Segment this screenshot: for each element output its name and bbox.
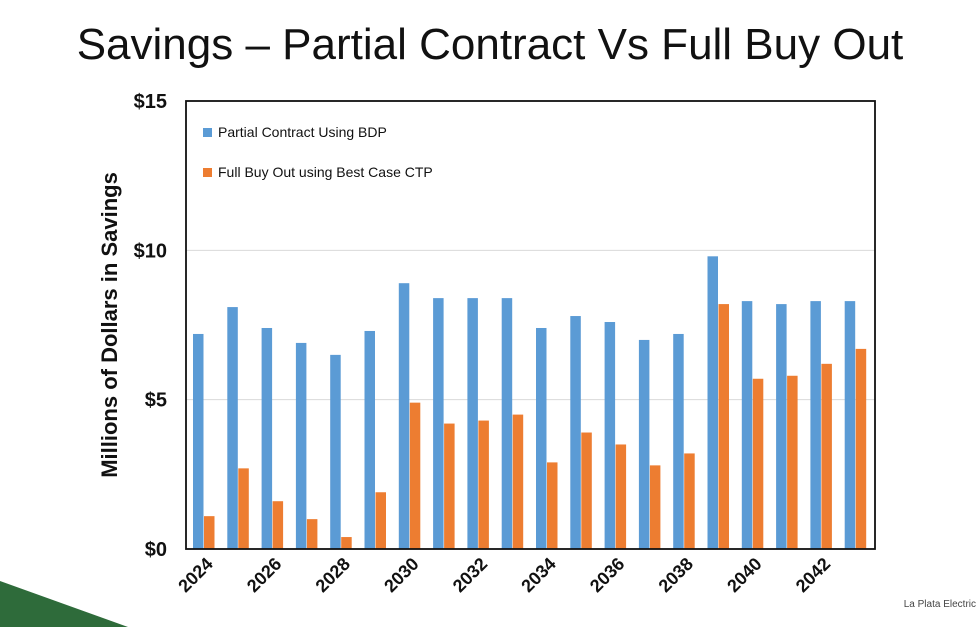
legend-label: Full Buy Out using Best Case CTP [218, 164, 433, 180]
x-tick-labels: 2024 2026 2028 2030 2032 2034 2036 2038 2040 2042 [174, 554, 834, 596]
corner-decoration [0, 581, 128, 627]
x-tick-label: 2036 [586, 554, 628, 596]
bar-full-buy-out-2027 [306, 519, 318, 549]
bar-partial-contract-2024 [193, 333, 204, 549]
bar-full-buy-out-2033 [512, 414, 524, 549]
bar-full-buy-out-2026 [272, 501, 284, 549]
bar-full-buy-out-2030 [409, 402, 421, 549]
x-tick-label: 2028 [312, 554, 354, 596]
x-tick-label: 2040 [723, 554, 765, 596]
bar-full-buy-out-2035 [581, 432, 592, 549]
grid-lines [186, 249, 875, 401]
legend-swatch [203, 168, 212, 177]
y-axis-label: Millions of Dollars in Savings [97, 172, 122, 478]
bar-partial-contract-2032 [467, 298, 478, 549]
bar-full-buy-out-2032 [478, 420, 489, 549]
bar-full-buy-out-2029 [375, 492, 386, 549]
bar-full-buy-out-2031 [444, 423, 455, 549]
y-tick-label: $15 [134, 91, 167, 113]
x-tick-label: 2030 [380, 554, 422, 596]
y-tick-label: $0 [145, 539, 167, 561]
bar-partial-contract-2028 [330, 354, 341, 549]
legend-label: Partial Contract Using BDP [218, 124, 387, 140]
bar-full-buy-out-2042 [821, 363, 832, 549]
legend-swatch [203, 128, 212, 137]
bar-partial-contract-2026 [261, 327, 273, 549]
bar-full-buy-out-2025 [238, 468, 249, 549]
x-tick-label: 2034 [517, 554, 559, 596]
y-tick-label: $10 [134, 240, 167, 262]
bar-full-buy-out-2038 [684, 453, 695, 549]
bar-partial-contract-2030 [398, 283, 410, 549]
footer-credit: La Plata Electric [903, 599, 976, 610]
x-tick-label: 2032 [449, 554, 491, 596]
bar-partial-contract-2036 [604, 322, 616, 549]
bar-full-buy-out-2041 [787, 375, 798, 549]
bar-partial-contract-2038 [673, 333, 684, 549]
slide-title: Savings – Partial Contract Vs Full Buy O… [76, 20, 904, 69]
legend: Partial Contract Using BDP Full Buy Out u… [203, 124, 433, 180]
bar-partial-contract-2039 [707, 256, 718, 549]
y-tick-labels: $0 $5 $10 $15 [134, 91, 167, 561]
x-tick-label: 2038 [655, 554, 697, 596]
bars [193, 256, 867, 549]
bar-partial-contract-2041 [776, 304, 787, 549]
bar-full-buy-out-2028 [341, 537, 352, 549]
bar-partial-contract-2033 [501, 298, 513, 549]
bar-partial-contract-2025 [227, 307, 238, 549]
bar-partial-contract-2031 [433, 298, 444, 549]
bar-partial-contract-2027 [295, 342, 307, 549]
bar-partial-contract-2043 [844, 301, 856, 549]
bar-full-buy-out-2024 [204, 516, 215, 549]
bar-full-buy-out-2043 [855, 348, 867, 549]
bar-full-buy-out-2034 [547, 462, 558, 549]
bar-partial-contract-2040 [741, 301, 753, 549]
bar-full-buy-out-2036 [615, 444, 627, 549]
bar-partial-contract-2037 [638, 339, 650, 549]
bar-partial-contract-2029 [364, 330, 375, 549]
x-tick-label: 2024 [174, 554, 216, 596]
bar-full-buy-out-2039 [718, 304, 729, 549]
y-tick-label: $5 [145, 390, 167, 412]
bar-full-buy-out-2040 [752, 378, 764, 549]
x-tick-label: 2042 [792, 554, 834, 596]
bar-partial-contract-2034 [536, 327, 547, 549]
plot-frame [185, 100, 876, 550]
x-tick-label: 2026 [243, 554, 285, 596]
bar-partial-contract-2035 [570, 316, 581, 549]
bar-partial-contract-2042 [810, 301, 821, 549]
bar-full-buy-out-2037 [649, 465, 661, 549]
